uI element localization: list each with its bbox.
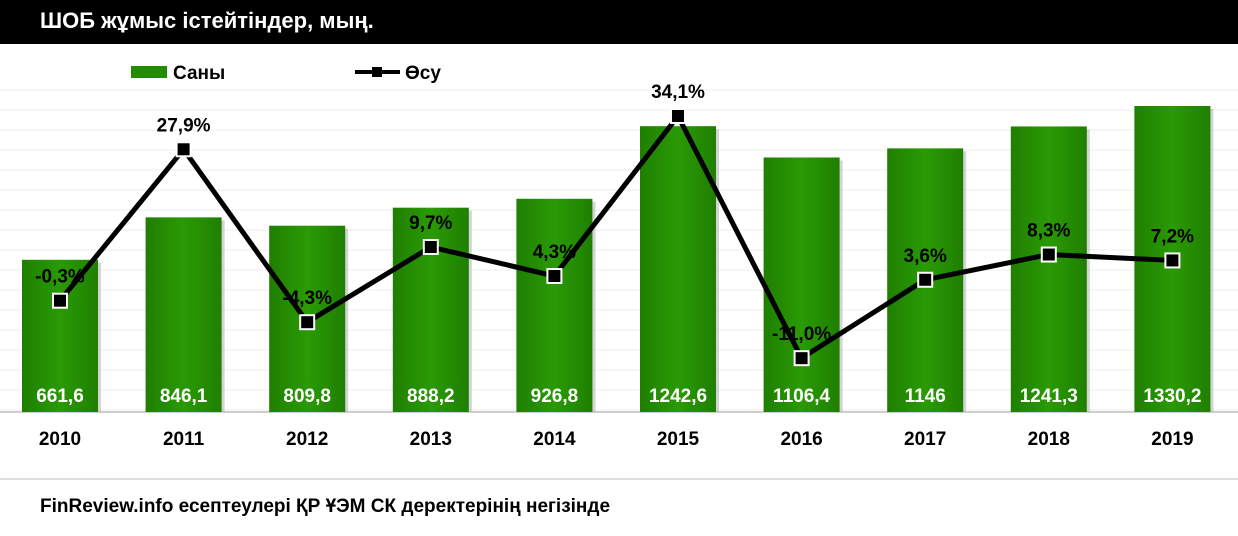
x-tick-label: 2015 (657, 429, 700, 450)
growth-label: 3,6% (904, 246, 947, 267)
bar-2018 (1010, 126, 1087, 412)
growth-marker (52, 292, 68, 309)
growth-marker (1164, 252, 1181, 269)
footer-divider (0, 478, 1238, 480)
legend-swatch-bars (131, 66, 167, 78)
x-tick-label: 2013 (410, 429, 452, 450)
x-tick-label: 2019 (1151, 429, 1193, 450)
growth-marker (1040, 246, 1057, 263)
x-tick-label: 2016 (780, 429, 822, 450)
growth-marker (175, 141, 192, 158)
growth-marker (299, 314, 316, 331)
bar-value-label: 1241,3 (1020, 386, 1078, 407)
x-tick-label: 2011 (163, 429, 205, 450)
bar-value-label: 846,1 (160, 386, 208, 407)
growth-label: -4,3% (282, 288, 332, 309)
growth-label: 9,7% (409, 213, 452, 234)
bar-2010 (22, 259, 98, 412)
growth-label: 4,3% (533, 242, 576, 263)
growth-marker (793, 350, 810, 367)
x-tick-label: 2014 (533, 429, 576, 450)
x-axis-labels: 2010 2011 2012 2013 2014 2015 2016 2017 2018 2019 (39, 429, 1194, 450)
legend-marker-line (372, 67, 382, 77)
growth-label: 7,2% (1151, 226, 1194, 247)
bar-2014 (516, 198, 593, 412)
line-series: -0,3% 27,9% -4,3% 9,7% 4,3% 34,1% -11,0% 3,6% 8,… (35, 82, 1194, 367)
x-tick-label: 2017 (904, 429, 946, 450)
bar-2013 (392, 207, 469, 412)
growth-marker (422, 239, 439, 256)
legend-label-bars: Саны (173, 63, 225, 84)
x-tick-label: 2010 (39, 429, 81, 450)
growth-label: -0,3% (35, 267, 85, 288)
bar-value-label: 1242,6 (649, 386, 707, 407)
chart-area: Саны Өсу 661,6 846,1 809,8 888,2 926,8 1242,6 1… (0, 44, 1238, 484)
growth-label: 27,9% (157, 115, 211, 136)
bar-2011 (145, 217, 222, 412)
bar-value-label: 888,2 (407, 386, 455, 407)
x-tick-label: 2018 (1028, 429, 1070, 450)
chart-title: ШОБ жұмыс істейтіндер, мың. (0, 0, 1238, 44)
bar-value-label: 809,8 (283, 386, 331, 407)
growth-line (58, 113, 1173, 361)
source-note: FinReview.info есептеулері ҚР ҰЭМ СК дер… (40, 496, 611, 517)
bar-2015 (640, 126, 716, 413)
growth-marker (546, 268, 563, 285)
bar-value-label: 1106,4 (773, 386, 830, 407)
growth-label: -11,0% (772, 324, 831, 345)
bar-value-label: 661,6 (36, 386, 84, 407)
legend-label-line: Өсу (405, 63, 441, 84)
bar-2016 (763, 157, 840, 412)
bar-value-label: 1146 (905, 386, 946, 407)
growth-label: 34,1% (651, 82, 705, 103)
legend: Саны Өсу (131, 63, 441, 84)
combo-chart: Саны Өсу 661,6 846,1 809,8 888,2 926,8 1242,6 1… (0, 63, 1238, 450)
x-tick-label: 2012 (286, 429, 328, 450)
growth-marker (917, 271, 934, 288)
bar-value-label: 926,8 (531, 386, 579, 407)
growth-label: 8,3% (1027, 221, 1070, 242)
growth-marker (670, 107, 686, 124)
bar-value-label: 1330,2 (1143, 386, 1201, 407)
